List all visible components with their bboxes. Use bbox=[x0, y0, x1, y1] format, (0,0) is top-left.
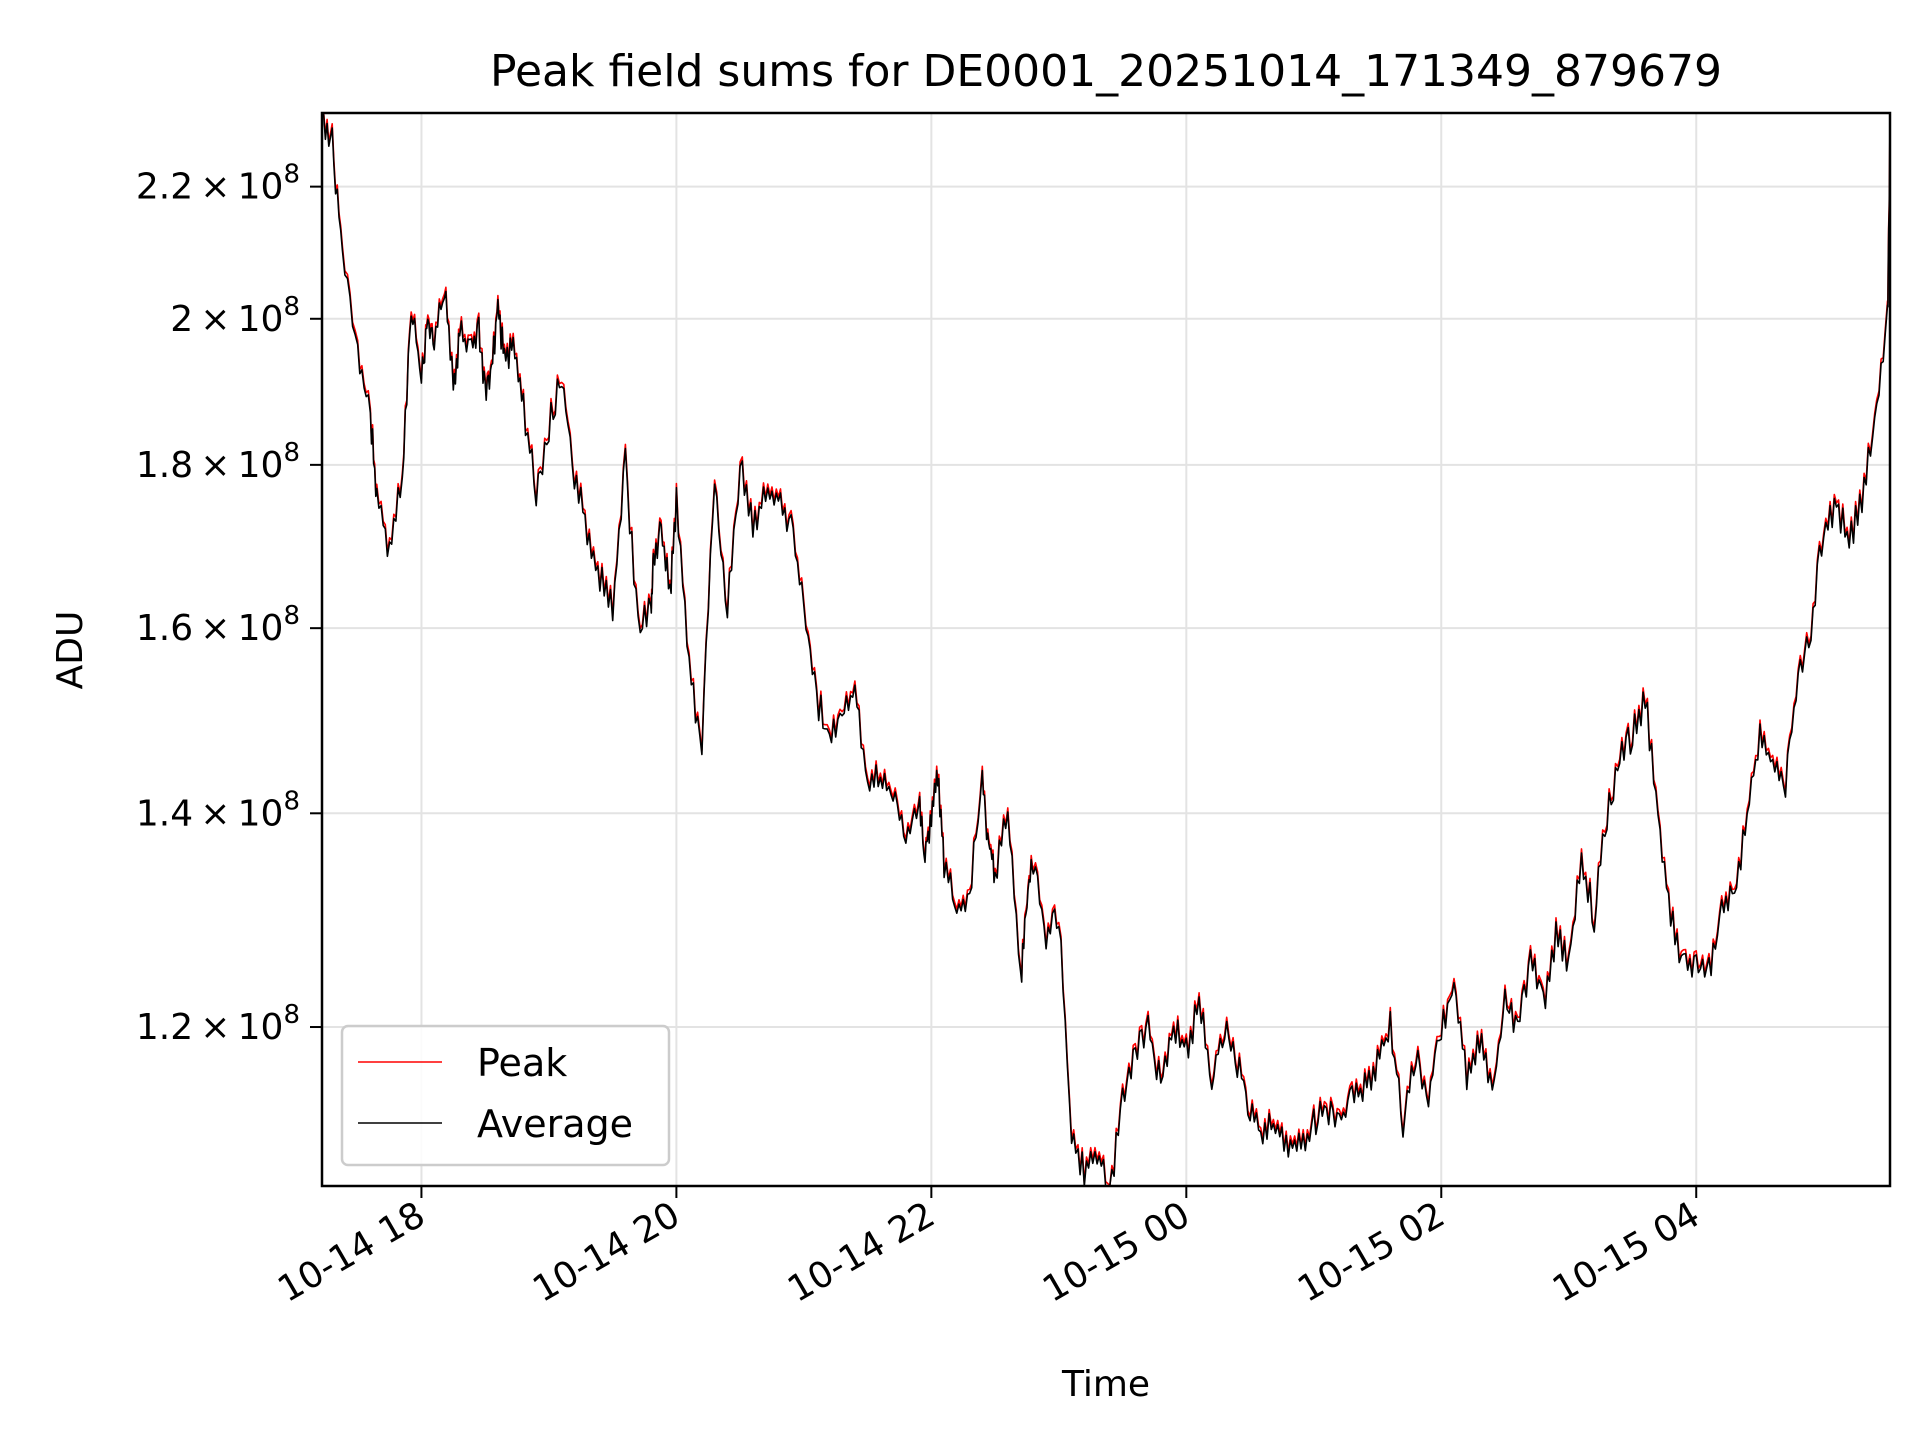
y-tick-label: 2 × 108 bbox=[170, 292, 300, 340]
y-tick-label: 1.6 × 108 bbox=[136, 601, 300, 649]
y-tick-label: 1.2 × 108 bbox=[136, 1000, 300, 1048]
x-axis-label: Time bbox=[1061, 1364, 1150, 1405]
plot-frame bbox=[320, 111, 1892, 1188]
series-line-average bbox=[321, 112, 1891, 1187]
legend-box bbox=[340, 1024, 671, 1167]
y-tick-label: 2.2 × 108 bbox=[136, 160, 300, 208]
legend: Peak Average bbox=[340, 1024, 671, 1167]
legend-label-average: Average bbox=[477, 1102, 633, 1146]
y-tick-label: 1.4 × 108 bbox=[136, 786, 300, 834]
y-axis-ticks: 1.2 × 108 1.4 × 108 1.6 × 108 1.8 × 108 2 × … bbox=[136, 160, 322, 1048]
series-lines bbox=[321, 112, 1891, 1187]
legend-label-peak: Peak bbox=[477, 1041, 567, 1085]
y-tick-label: 1.8 × 108 bbox=[136, 438, 300, 486]
y-axis-label: ADU bbox=[50, 611, 91, 690]
chart-title: Peak field sums for DE0001_20251014_1713… bbox=[490, 46, 1722, 97]
